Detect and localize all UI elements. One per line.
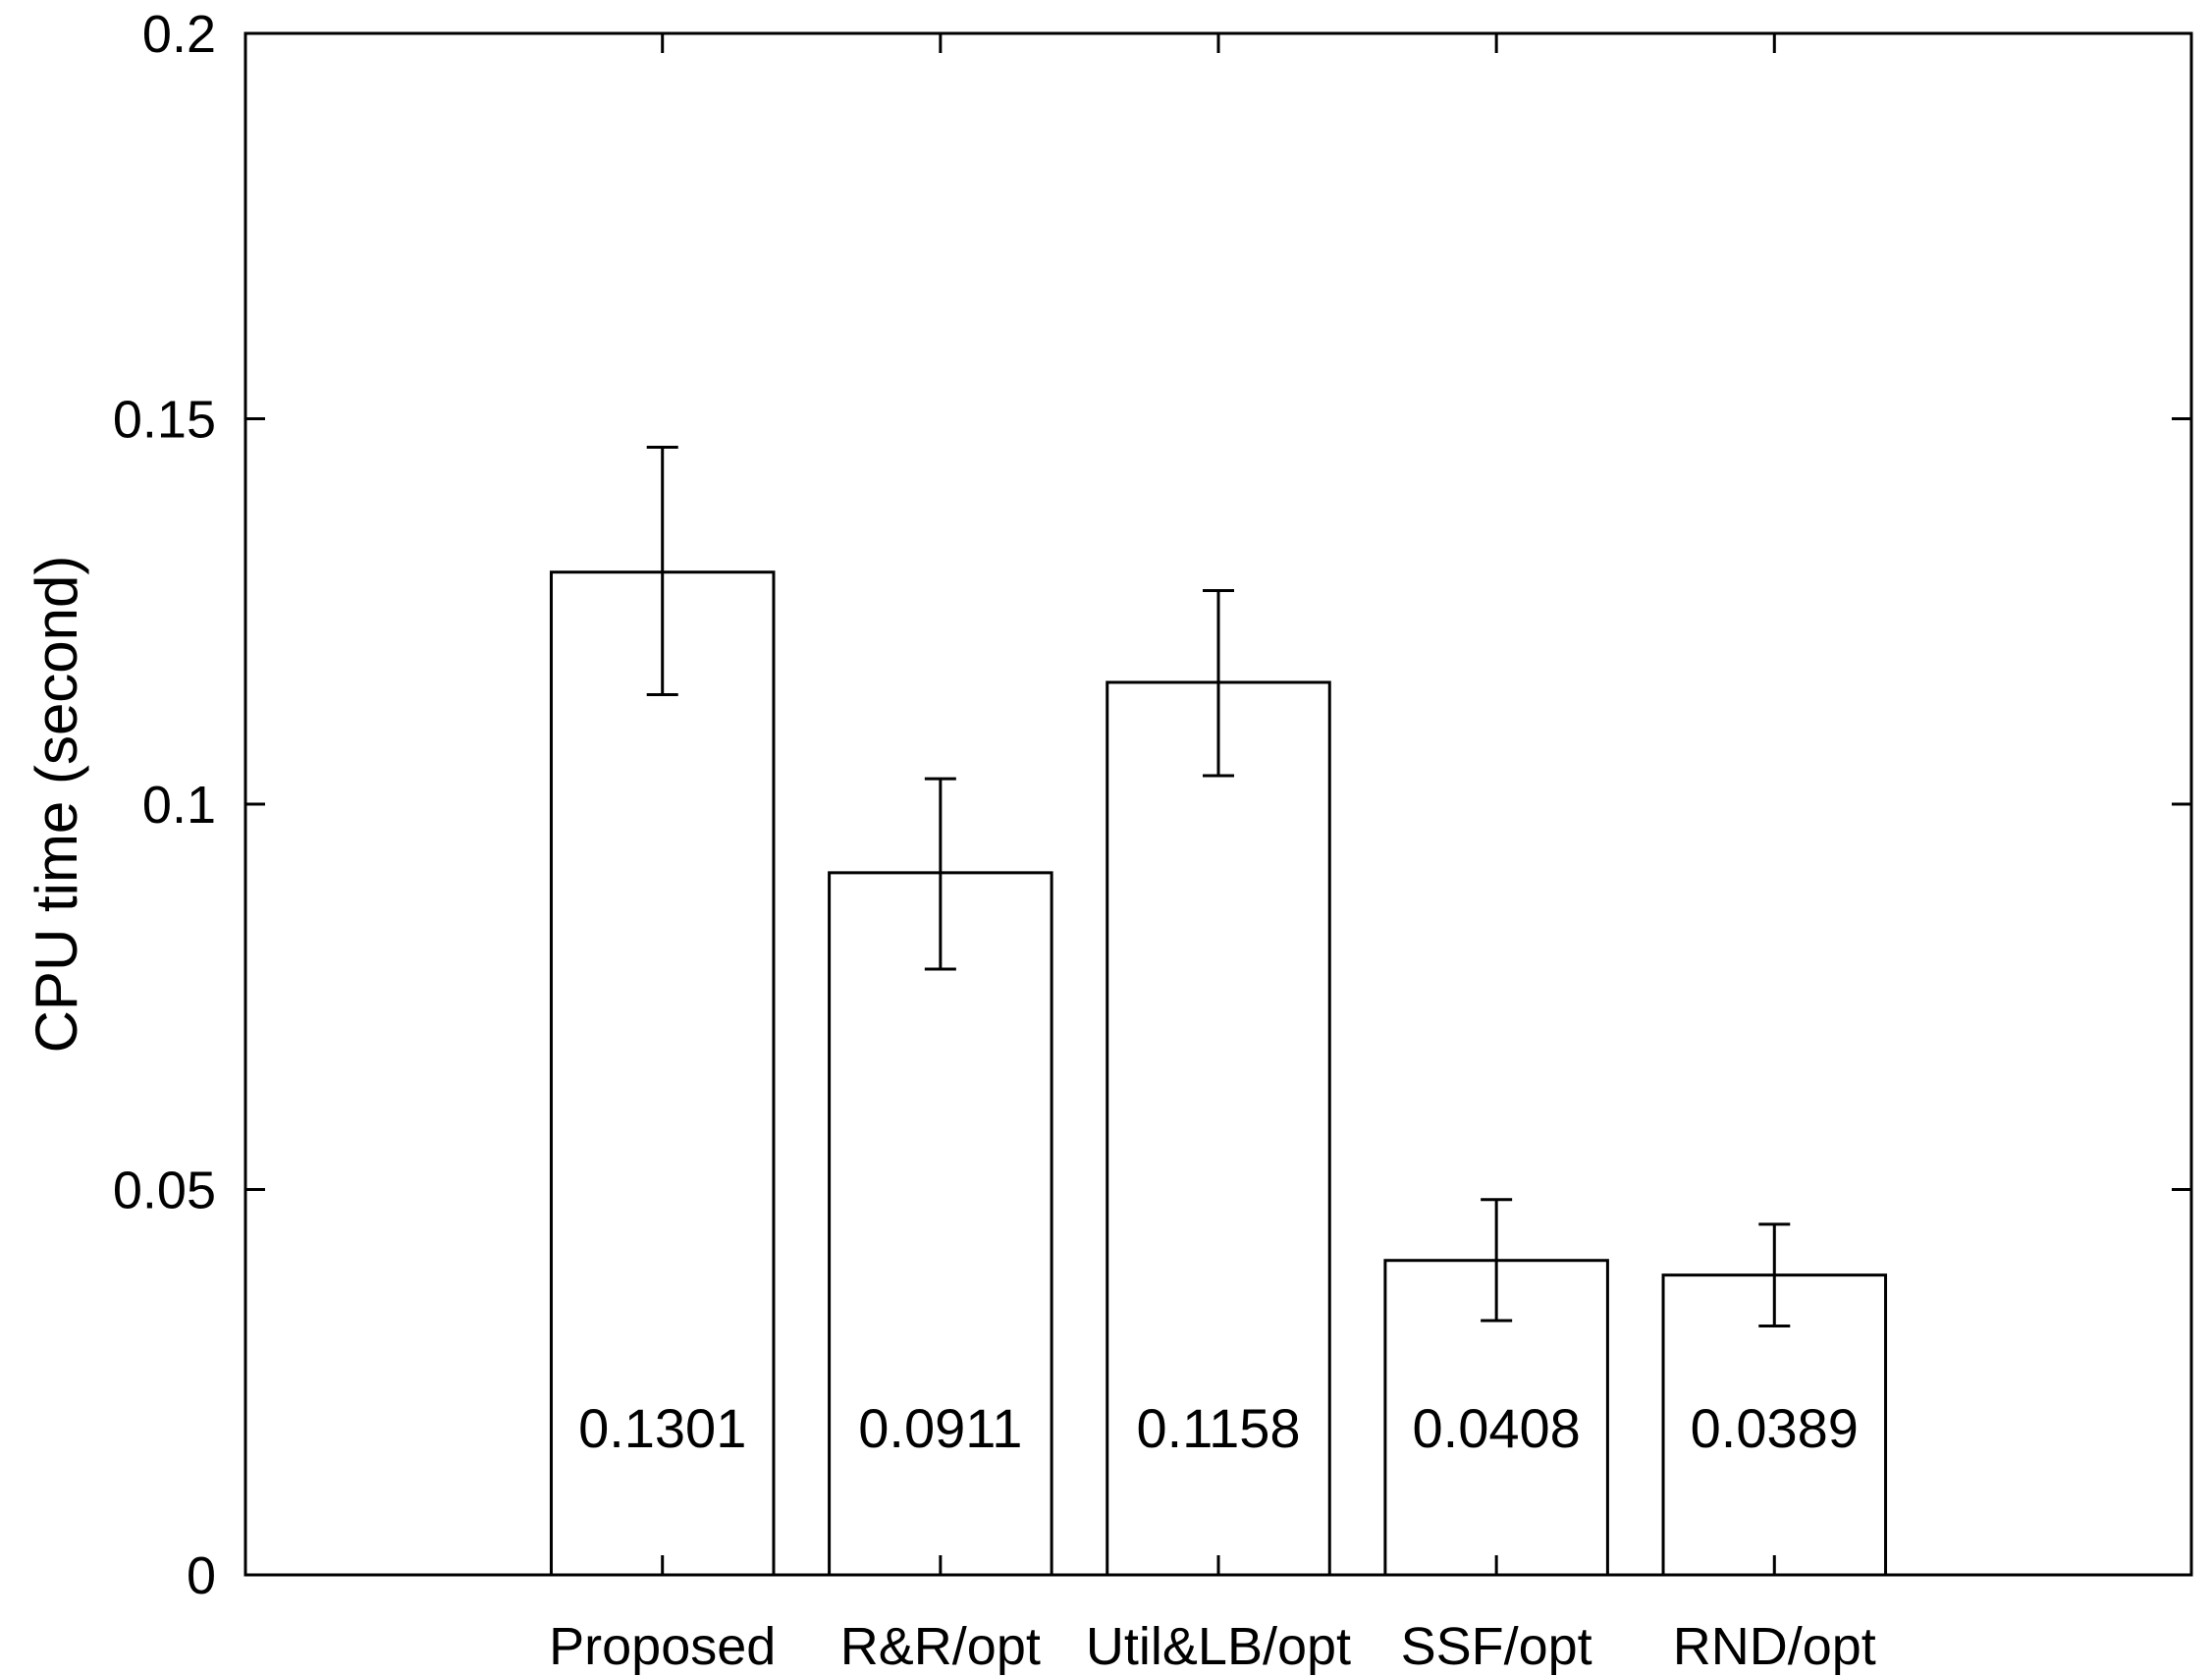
plot-area-frame [243,31,2193,1577]
value-label-3: 0.1158 [1136,1397,1300,1459]
error-bars-group [646,446,1791,1327]
value-labels-group: 0.1301 0.0911 0.1158 0.0408 0.0389 [578,1397,1859,1459]
y-tick-label-5: 0.2 [142,5,216,64]
y-axis-label: CPU time (second) [24,556,89,1054]
bar-2 [828,871,1053,1577]
value-label-5: 0.0389 [1691,1397,1859,1459]
value-label-2: 0.0911 [858,1397,1022,1459]
y-tick-label-1: 0 [187,1546,216,1605]
value-label-4: 0.0408 [1413,1397,1581,1459]
x-tick-label-5: RND/opt [1673,1617,1876,1676]
bar-1 [549,570,776,1577]
y-tick-labels-group: 0 0.05 0.1 0.15 0.2 [113,5,216,1605]
x-tick-labels-group: Proposed R&R/opt Util&LB/opt SSF/opt RND/opt [549,1617,1876,1676]
x-tick-label-3: Util&LB/opt [1086,1617,1351,1676]
x-tick-label-4: SSF/opt [1401,1617,1592,1676]
bar-3 [1106,680,1331,1577]
x-tick-label-2: R&R/opt [840,1617,1041,1676]
y-tick-label-4: 0.15 [113,391,216,450]
y-tick-label-2: 0.05 [113,1162,216,1220]
bars-group [549,570,1888,1577]
y-tick-label-3: 0.1 [142,776,216,835]
x-tick-label-1: Proposed [549,1617,776,1676]
value-label-1: 0.1301 [578,1397,746,1459]
